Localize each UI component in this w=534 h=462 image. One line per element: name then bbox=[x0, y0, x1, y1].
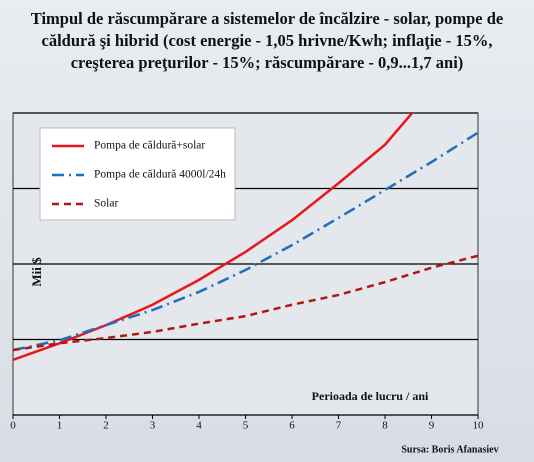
x-tick-label: 3 bbox=[150, 420, 156, 432]
x-tick-label: 5 bbox=[243, 420, 249, 432]
chart-title: Timpul de răscumpărare a sistemelor de î… bbox=[31, 9, 504, 28]
x-tick-label: 6 bbox=[289, 420, 295, 432]
x-tick-label: 1 bbox=[57, 420, 63, 432]
source: Sursa: Boris Afanasiev bbox=[401, 444, 498, 455]
x-axis-label: Perioada de lucru / ani bbox=[312, 389, 429, 403]
plot-lines bbox=[13, 113, 478, 362]
legend bbox=[39, 127, 236, 221]
x-tick-label: 7 bbox=[336, 420, 342, 432]
x-tick-label: 0 bbox=[10, 420, 16, 432]
x-tick-label: 10 bbox=[473, 420, 485, 432]
line-series bbox=[13, 113, 414, 362]
line-series bbox=[13, 254, 478, 352]
x-tick-label: 9 bbox=[429, 420, 435, 432]
x-tick-label: 8 bbox=[382, 420, 388, 432]
chart-title: creşterea preţurilor - 15%; răscumpărare… bbox=[71, 53, 464, 72]
x-tick-label: 4 bbox=[196, 420, 202, 432]
chart-title: căldură şi hibrid (cost energie - 1,05 h… bbox=[42, 31, 493, 50]
x-tick-label: 2 bbox=[103, 420, 109, 432]
legend-label: Pompa de căldură+solar bbox=[94, 140, 205, 152]
line-series bbox=[13, 131, 478, 352]
legend-label: Pompa de căldură 4000l/24h bbox=[94, 169, 226, 181]
y-axis-label: Mii $ bbox=[29, 257, 44, 287]
legend-label: Solar bbox=[94, 198, 118, 210]
